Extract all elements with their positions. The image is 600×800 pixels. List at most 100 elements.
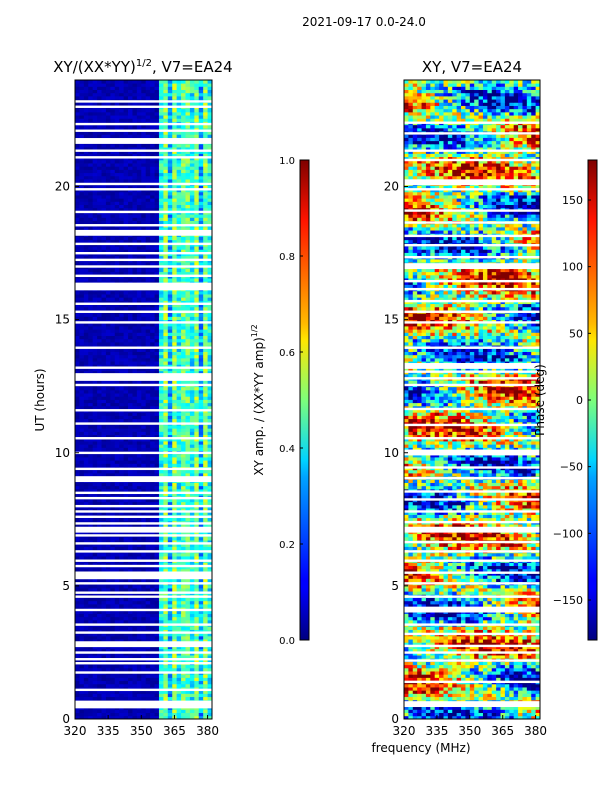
heatmap-cell: [207, 645, 213, 650]
heatmap-cell: [154, 389, 160, 394]
heatmap-cell: [154, 683, 160, 688]
heatmap-cell: [198, 326, 204, 330]
heatmap-cell: [189, 610, 195, 614]
heatmap-cell: [189, 715, 195, 720]
heatmap-cell: [172, 370, 178, 375]
heatmap-cell: [198, 584, 204, 589]
heatmap-cell: [198, 262, 204, 266]
heatmap-cell: [194, 364, 200, 368]
heatmap-cell: [79, 629, 85, 634]
heatmap-cell: [132, 482, 138, 487]
heatmap-cell: [141, 249, 147, 253]
heatmap-cell: [75, 357, 80, 362]
heatmap-cell: [79, 239, 85, 244]
heatmap-cell: [114, 562, 120, 567]
heatmap-cell: [123, 485, 129, 490]
heatmap-cell: [194, 690, 200, 694]
heatmap-cell: [194, 619, 200, 624]
heatmap-cell: [194, 204, 200, 209]
heatmap-cell: [181, 425, 186, 429]
heatmap-cell: [92, 626, 98, 630]
heatmap-cell: [203, 418, 208, 423]
heatmap-cell: [154, 207, 160, 212]
heatmap-cell: [119, 246, 125, 250]
heatmap-cell: [189, 239, 195, 244]
heatmap-cell: [207, 712, 213, 717]
heatmap-cell: [189, 693, 195, 698]
heatmap-cell: [145, 488, 151, 493]
heatmap-cell: [79, 434, 85, 439]
heatmap-cell: [101, 396, 107, 400]
heatmap-cell: [128, 370, 133, 375]
heatmap-cell: [185, 696, 191, 701]
heatmap-cell: [181, 645, 186, 650]
heatmap-cell: [105, 680, 111, 685]
heatmap-cell: [83, 405, 89, 410]
heatmap-cell: [97, 629, 102, 634]
heatmap-cell: [105, 683, 111, 688]
heatmap-cell: [167, 236, 173, 241]
heatmap-cell: [75, 715, 80, 720]
heatmap-cell: [101, 431, 107, 436]
heatmap-cell: [172, 364, 178, 368]
heatmap-cell: [150, 425, 155, 429]
heatmap-cell: [105, 488, 111, 493]
heatmap-cell: [141, 246, 147, 250]
heatmap-cell: [75, 255, 80, 260]
heatmap-cell: [92, 262, 98, 266]
heatmap-cell: [176, 712, 182, 717]
heatmap-cell: [97, 380, 102, 384]
heatmap-cell: [207, 546, 213, 551]
heatmap-cell: [97, 207, 102, 212]
heatmap-cell: [176, 255, 182, 260]
heatmap-cell: [189, 361, 195, 365]
heatmap-cell: [114, 239, 120, 244]
heatmap-cell: [136, 632, 142, 637]
heatmap-cell: [145, 597, 151, 602]
heatmap-cell: [203, 690, 208, 694]
heatmap-cell: [101, 696, 107, 701]
heatmap-cell: [83, 578, 89, 583]
heatmap-cell: [167, 693, 173, 698]
heatmap-cell: [181, 367, 186, 372]
heatmap-cell: [136, 508, 142, 512]
heatmap-cell: [158, 380, 164, 384]
heatmap-cell: [203, 629, 208, 634]
heatmap-cell: [92, 715, 98, 720]
heatmap-cell: [92, 303, 98, 308]
heatmap-cell: [176, 364, 182, 368]
heatmap-cell: [88, 626, 94, 630]
heatmap-cell: [154, 405, 160, 410]
heatmap-cell: [136, 431, 142, 436]
heatmap-cell: [150, 431, 155, 436]
heatmap-cell: [123, 246, 129, 250]
heatmap-cell: [163, 508, 169, 512]
heatmap-cell: [88, 351, 94, 356]
heatmap-cell: [110, 664, 116, 669]
heatmap-cell: [114, 626, 120, 630]
heatmap-cell: [110, 485, 116, 490]
heatmap-cell: [172, 556, 178, 560]
heatmap-cell: [101, 603, 107, 608]
heatmap-cell: [141, 217, 147, 221]
heatmap-cell: [163, 463, 169, 467]
heatmap-cell: [136, 540, 142, 544]
heatmap-cell: [132, 696, 138, 701]
heatmap-cell: [105, 498, 111, 503]
heatmap-cell: [79, 393, 85, 397]
heatmap-cell: [194, 386, 200, 391]
heatmap-cell: [105, 562, 111, 567]
heatmap-cell: [141, 463, 147, 467]
heatmap-cell: [132, 364, 138, 368]
heatmap-cell: [154, 635, 160, 640]
heatmap-cell: [158, 207, 164, 212]
heatmap-cell: [154, 204, 160, 209]
heatmap-cell: [97, 428, 102, 432]
heatmap-cell: [163, 354, 169, 359]
heatmap-cell: [83, 488, 89, 493]
heatmap-cell: [101, 428, 107, 432]
heatmap-cell: [83, 364, 89, 368]
heatmap-cell: [189, 667, 195, 672]
heatmap-cell: [101, 546, 107, 551]
heatmap-cell: [172, 306, 178, 311]
